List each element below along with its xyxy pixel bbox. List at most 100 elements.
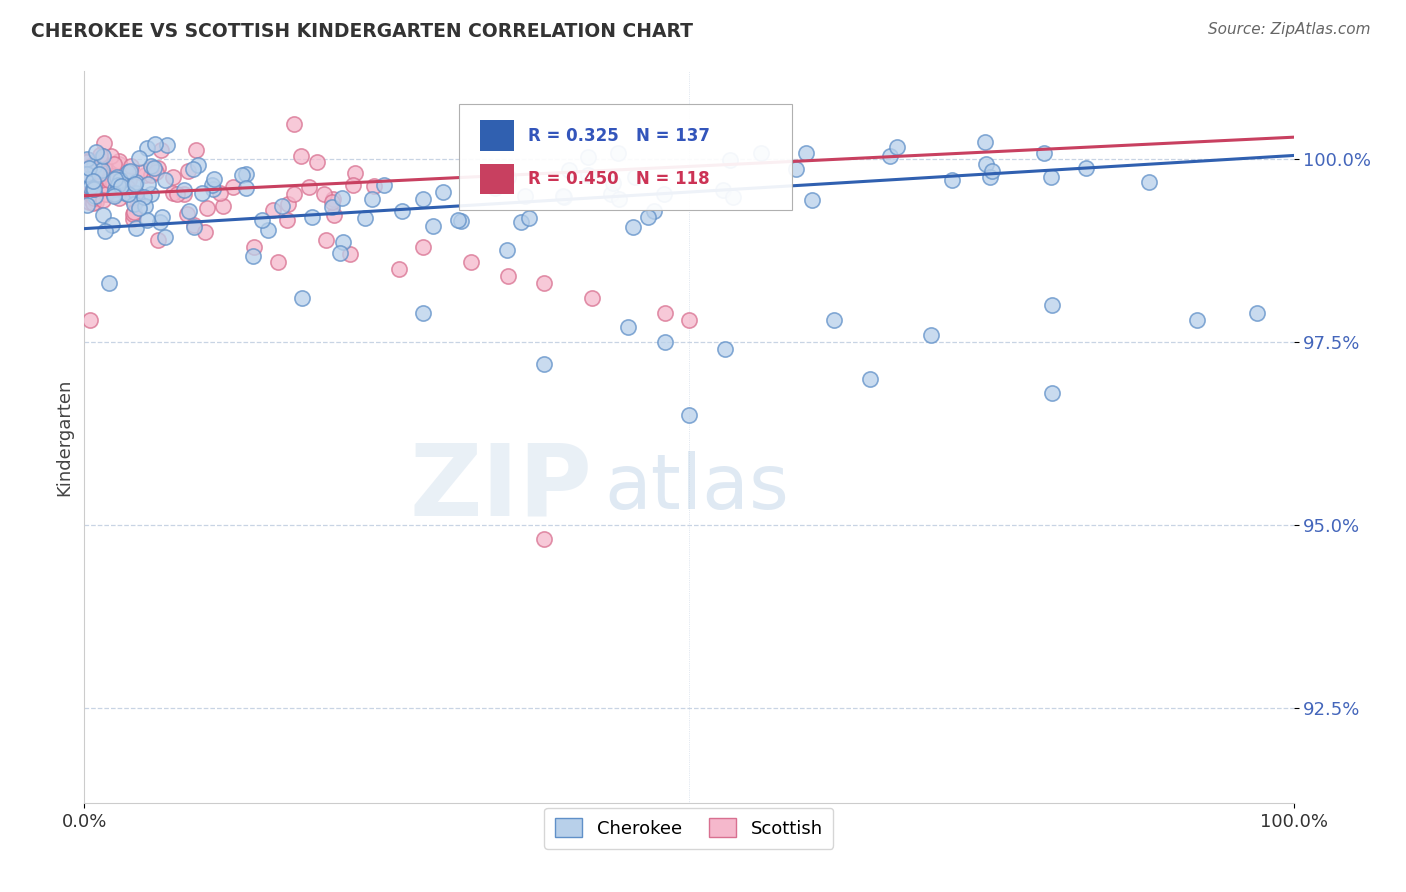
Point	[125, 175, 148, 189]
Point	[86, 145, 108, 159]
Point	[576, 150, 599, 164]
Point	[127, 193, 149, 207]
Point	[80, 187, 103, 202]
Point	[941, 173, 963, 187]
Point	[114, 186, 136, 201]
Point	[135, 141, 157, 155]
Point	[124, 177, 146, 191]
Point	[339, 247, 361, 261]
Point	[235, 180, 257, 194]
Point	[617, 320, 640, 334]
Point	[83, 182, 105, 196]
Point	[80, 159, 103, 173]
Point	[87, 169, 110, 183]
Point	[343, 166, 366, 180]
Point	[432, 185, 454, 199]
Point	[678, 408, 700, 422]
Point	[581, 291, 603, 305]
Point	[77, 194, 100, 209]
Point	[242, 240, 264, 254]
Point	[121, 212, 143, 227]
Point	[321, 195, 343, 210]
Point	[599, 187, 621, 202]
Point	[104, 182, 127, 196]
Point	[173, 187, 195, 202]
Point	[101, 176, 124, 190]
Point	[128, 151, 150, 165]
Point	[134, 199, 156, 213]
Point	[79, 180, 101, 194]
Point	[714, 343, 737, 357]
Point	[110, 181, 132, 195]
Point	[823, 313, 845, 327]
Point	[82, 184, 104, 198]
Point	[122, 205, 145, 219]
Point	[94, 224, 117, 238]
Text: R = 0.450   N = 118: R = 0.450 N = 118	[529, 170, 710, 188]
Point	[108, 179, 131, 194]
Point	[886, 140, 908, 154]
Point	[121, 207, 143, 221]
Point	[314, 186, 336, 201]
Point	[129, 165, 152, 179]
Point	[711, 183, 734, 197]
Text: CHEROKEE VS SCOTTISH KINDERGARTEN CORRELATION CHART: CHEROKEE VS SCOTTISH KINDERGARTEN CORREL…	[31, 22, 693, 41]
Point	[678, 313, 700, 327]
Point	[1137, 175, 1160, 189]
Point	[149, 215, 172, 229]
Point	[162, 186, 184, 200]
Point	[83, 159, 105, 173]
Point	[184, 144, 207, 158]
Point	[76, 172, 98, 186]
Point	[513, 189, 536, 203]
Point	[412, 240, 434, 254]
Point	[82, 174, 104, 188]
Point	[76, 197, 98, 211]
Point	[86, 176, 108, 190]
Point	[553, 190, 575, 204]
Point	[801, 193, 824, 207]
Point	[156, 138, 179, 153]
Point	[974, 157, 997, 171]
Point	[283, 117, 305, 131]
Point	[90, 163, 112, 178]
Point	[76, 167, 98, 181]
Point	[124, 186, 146, 200]
Point	[141, 186, 163, 201]
Point	[558, 163, 581, 178]
Point	[859, 371, 882, 385]
Point	[879, 149, 901, 163]
Point	[76, 176, 98, 190]
Point	[201, 182, 224, 196]
Point	[291, 291, 314, 305]
Point	[329, 246, 352, 260]
Point	[128, 201, 150, 215]
Point	[146, 161, 169, 175]
Point	[121, 192, 143, 206]
Y-axis label: Kindergarten: Kindergarten	[55, 378, 73, 496]
Point	[108, 172, 131, 186]
Point	[212, 199, 235, 213]
Point	[208, 186, 231, 201]
Point	[194, 225, 217, 239]
Point	[652, 186, 675, 201]
Point	[412, 306, 434, 320]
Point	[354, 211, 377, 226]
Point	[75, 176, 97, 190]
Point	[235, 167, 257, 181]
Point	[974, 136, 997, 150]
Point	[96, 186, 118, 201]
Point	[93, 161, 115, 176]
Point	[190, 186, 212, 200]
Point	[342, 178, 364, 193]
Point	[141, 161, 163, 175]
Point	[79, 171, 101, 186]
Point	[979, 170, 1001, 185]
Point	[654, 306, 676, 320]
Point	[305, 155, 328, 169]
Point	[201, 178, 224, 193]
Point	[242, 249, 264, 263]
Point	[460, 254, 482, 268]
Point	[330, 190, 353, 204]
Point	[412, 192, 434, 206]
